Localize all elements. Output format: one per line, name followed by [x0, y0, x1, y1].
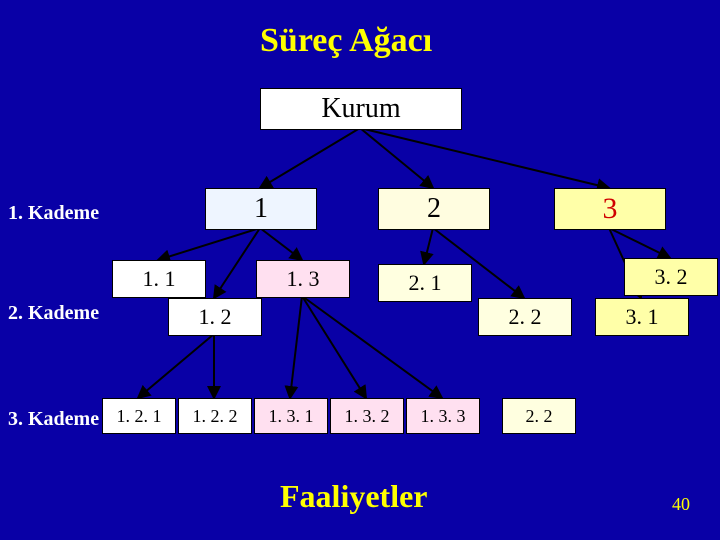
node-n2: 2 — [378, 188, 490, 230]
node-n32: 3. 2 — [624, 258, 718, 296]
diagram-title: Süreç Ağacı — [260, 22, 432, 60]
node-n131: 1. 3. 1 — [254, 398, 328, 434]
node-n31: 3. 1 — [595, 298, 689, 336]
edge-n2-n21 — [424, 228, 433, 264]
edge-n13-n131 — [290, 296, 302, 398]
edge-n1-n13 — [260, 228, 302, 260]
node-root: Kurum — [260, 88, 462, 130]
edge-n1-n12 — [214, 228, 260, 298]
edge-n1-n11 — [158, 228, 260, 260]
node-n22b: 2. 2 — [502, 398, 576, 434]
node-n21: 2. 1 — [378, 264, 472, 302]
node-n12: 1. 2 — [168, 298, 262, 336]
edge-n13-n133 — [302, 296, 442, 398]
level-label-2: 2. Kademe — [8, 302, 99, 325]
edge-n3-n32 — [609, 228, 670, 258]
node-n3: 3 — [554, 188, 666, 230]
footer-label: Faaliyetler — [280, 478, 427, 515]
slide-number: 40 — [672, 494, 690, 515]
node-n133: 1. 3. 3 — [406, 398, 480, 434]
node-n1: 1 — [205, 188, 317, 230]
level-label-3: 3. Kademe — [8, 408, 99, 431]
edge-n13-n132 — [302, 296, 366, 398]
node-n122: 1. 2. 2 — [178, 398, 252, 434]
edge-root-n1 — [260, 128, 360, 188]
node-n22: 2. 2 — [478, 298, 572, 336]
node-n13: 1. 3 — [256, 260, 350, 298]
node-n132: 1. 3. 2 — [330, 398, 404, 434]
edge-n12-n121 — [138, 334, 214, 398]
node-n11: 1. 1 — [112, 260, 206, 298]
edges-layer — [0, 0, 720, 540]
node-n121: 1. 2. 1 — [102, 398, 176, 434]
level-label-1: 1. Kademe — [8, 202, 99, 225]
